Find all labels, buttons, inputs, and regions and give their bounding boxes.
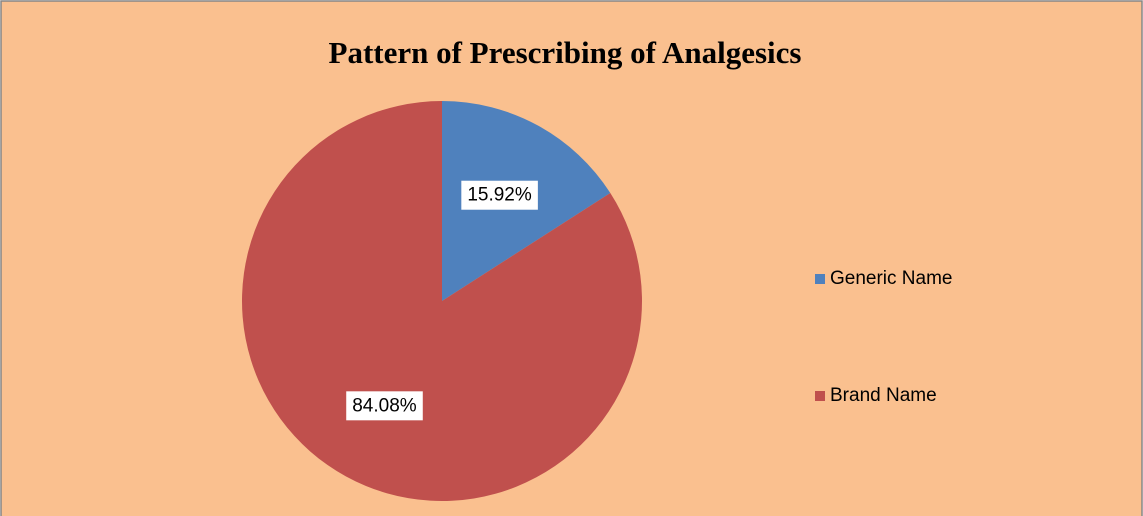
data-label: 15.92%: [467, 185, 532, 206]
legend-label: Brand Name: [830, 385, 937, 406]
data-label-box: [461, 180, 538, 210]
chart-title: Pattern of Prescribing of Analgesics: [329, 35, 802, 70]
legend-swatch: [815, 274, 825, 284]
legend-label: Generic Name: [830, 268, 953, 289]
pie-slice: [241, 101, 642, 501]
data-label-box: [346, 391, 423, 421]
legend-swatch: [815, 391, 825, 401]
data-label: 84.08%: [352, 395, 417, 416]
